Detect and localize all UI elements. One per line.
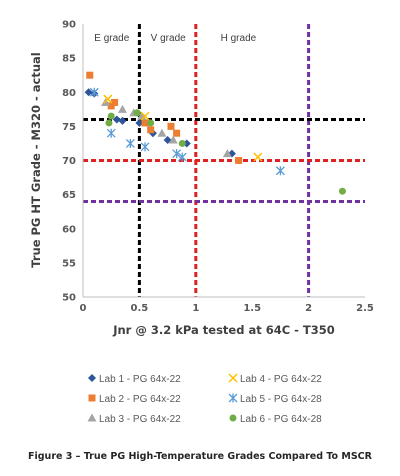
legend-label-lab-5: Lab 5 - PG 64x-28 xyxy=(240,394,322,405)
data-point-lab-2 xyxy=(147,126,155,134)
legend-label-lab-6: Lab 6 - PG 64x-28 xyxy=(240,414,322,425)
region-label: E grade xyxy=(94,33,129,44)
data-point-lab-4 xyxy=(103,94,113,104)
data-point-lab-1 xyxy=(135,118,144,127)
y-tick-label: 60 xyxy=(62,224,76,235)
data-point-lab-3 xyxy=(117,104,127,113)
x-tick-label: 0.5 xyxy=(131,303,149,314)
legend-marker-lab-6 xyxy=(229,414,237,422)
legend-marker-lab-3 xyxy=(87,413,97,422)
legend-marker-lab-2 xyxy=(88,394,96,402)
data-point-lab-1 xyxy=(84,88,93,97)
data-point-lab-5 xyxy=(275,166,285,176)
legend-label-lab-2: Lab 2 - PG 64x-22 xyxy=(99,394,181,405)
data-point-lab-2 xyxy=(173,129,181,137)
data-point-lab-5 xyxy=(89,87,99,97)
data-point-lab-4 xyxy=(140,111,150,121)
region-label: H grade xyxy=(221,33,257,44)
y-tick-label: 55 xyxy=(62,258,76,269)
legend-label-lab-4: Lab 4 - PG 64x-22 xyxy=(240,374,322,385)
x-tick-label: 2.5 xyxy=(356,303,374,314)
x-tick-label: 1.5 xyxy=(243,303,261,314)
axes xyxy=(82,24,365,298)
x-tick-label: 1 xyxy=(192,303,199,314)
legend: Lab 1 - PG 64x-22 Lab 2 - PG 64x-22 Lab 3 … xyxy=(87,373,322,425)
y-tick-label: 70 xyxy=(62,156,76,167)
data-point-lab-6 xyxy=(133,109,141,117)
y-tick-label: 50 xyxy=(62,293,76,304)
x-tick-labels: 0 0.5 1 1.5 2 2.5 xyxy=(80,303,374,314)
region-labels: E grade V grade H grade xyxy=(94,33,256,44)
figure-caption: Figure 3 – True PG High-Temperature Grad… xyxy=(28,451,373,462)
data-point-lab-6 xyxy=(147,119,155,127)
data-point-lab-2 xyxy=(86,71,94,79)
x-axis-title: Jnr @ 3.2 kPa tested at 64C - T350 xyxy=(112,323,335,337)
data-point-lab-6 xyxy=(178,139,186,147)
y-tick-label: 85 xyxy=(62,54,76,65)
data-point-lab-6 xyxy=(107,112,115,120)
data-point-lab-5 xyxy=(125,138,135,148)
legend-marker-lab-1 xyxy=(88,374,96,382)
y-tick-label: 65 xyxy=(62,190,76,201)
data-point-lab-3 xyxy=(168,135,178,144)
data-point-lab-5 xyxy=(140,142,150,152)
data-point-lab-2 xyxy=(235,157,243,164)
reference-lines xyxy=(83,24,365,297)
data-point-lab-1 xyxy=(118,116,127,125)
region-label: V grade xyxy=(151,33,186,44)
data-point-lab-5 xyxy=(106,128,116,138)
data-point-lab-5 xyxy=(177,152,187,162)
data-point-lab-2 xyxy=(167,122,175,130)
y-tick-label: 90 xyxy=(62,20,76,31)
legend-marker-lab-4 xyxy=(228,373,238,383)
data-point-lab-6 xyxy=(105,119,113,127)
data-points xyxy=(84,71,346,195)
legend-label-lab-3: Lab 3 - PG 64x-22 xyxy=(99,414,181,425)
data-point-lab-6 xyxy=(338,187,346,195)
legend-marker-lab-5 xyxy=(228,393,238,403)
y-tick-labels: 50 55 60 65 70 75 80 85 90 xyxy=(62,20,76,304)
data-point-lab-2 xyxy=(111,98,119,106)
x-tick-label: 0 xyxy=(80,303,87,314)
data-point-lab-3 xyxy=(157,128,167,137)
data-point-lab-2 xyxy=(141,119,149,127)
y-axis-title: True PG HT Grade - M320 - actual xyxy=(29,52,43,267)
legend-label-lab-1: Lab 1 - PG 64x-22 xyxy=(99,374,181,385)
data-point-lab-4 xyxy=(253,152,263,162)
y-tick-label: 75 xyxy=(62,122,76,133)
data-point-lab-1 xyxy=(112,115,121,124)
data-point-lab-5 xyxy=(172,149,182,159)
x-tick-label: 2 xyxy=(305,303,312,314)
y-tick-label: 80 xyxy=(62,88,76,99)
data-point-lab-3 xyxy=(222,149,232,158)
